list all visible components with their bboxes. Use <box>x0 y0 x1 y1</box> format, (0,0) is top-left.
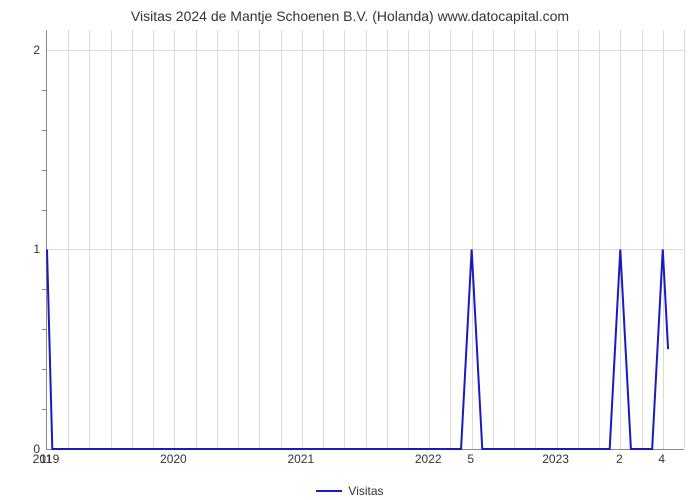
plot-wrap: 012 20192020202120222023 11524 Visitas <box>10 30 690 450</box>
y-tick-label: 2 <box>33 43 40 57</box>
data-point-label: 5 <box>467 452 474 466</box>
data-point-label: 2 <box>616 452 623 466</box>
series-line <box>47 249 668 449</box>
legend: Visitas <box>10 484 690 498</box>
y-axis: 012 <box>10 30 46 450</box>
legend-label: Visitas <box>348 484 383 498</box>
line-series <box>47 30 684 449</box>
gridline-vertical <box>684 30 685 449</box>
plot-area <box>46 30 684 450</box>
legend-swatch <box>316 490 342 492</box>
data-point-labels: 11524 <box>46 450 684 468</box>
chart-container: Visitas 2024 de Mantje Schoenen B.V. (Ho… <box>10 8 690 490</box>
y-tick-label: 1 <box>33 242 40 256</box>
data-point-label: 4 <box>658 452 665 466</box>
chart-title: Visitas 2024 de Mantje Schoenen B.V. (Ho… <box>10 8 690 24</box>
data-point-label: 11 <box>40 452 52 466</box>
